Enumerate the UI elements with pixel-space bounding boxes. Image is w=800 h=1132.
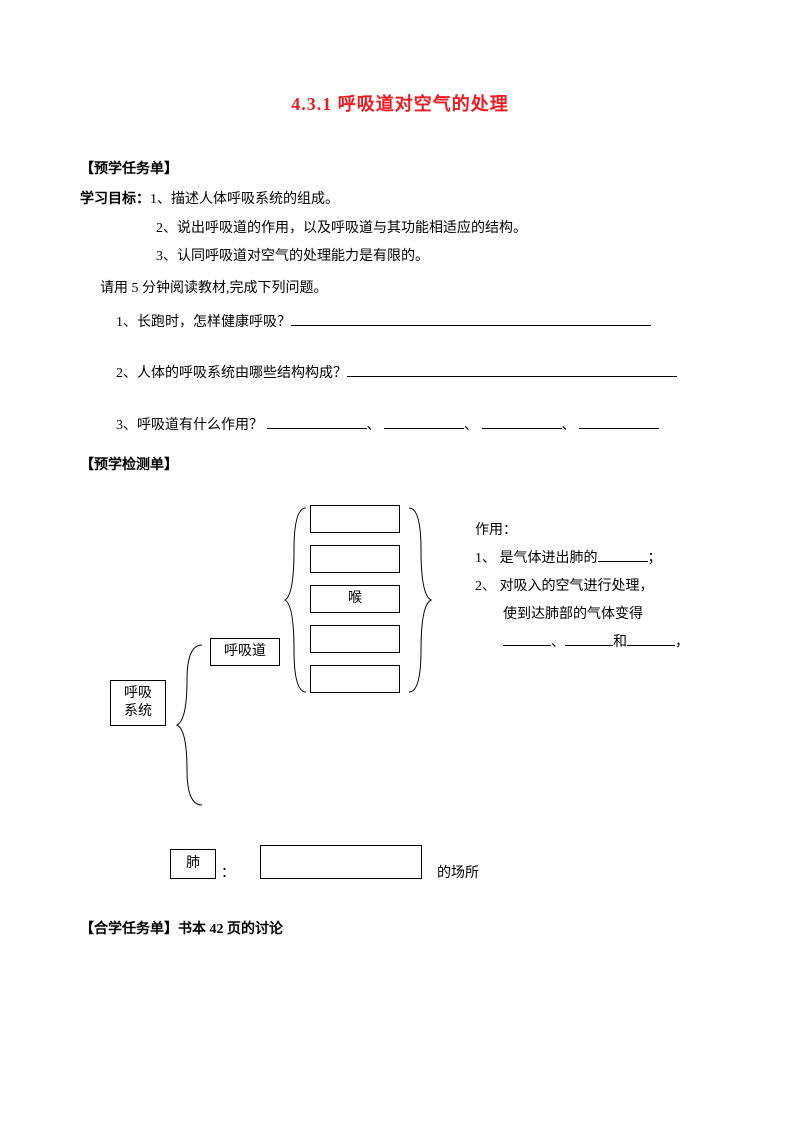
question-3: 3、呼吸道有什么作用？ 、 、 、 [80,414,720,437]
q3-blank-1[interactable] [267,414,367,429]
q2-text: 2、人体的呼吸系统由哪些结构构成？ [116,366,347,381]
q3-text: 3、呼吸道有什么作用？ [116,418,263,433]
tract-box-4[interactable] [310,625,400,653]
q3-blank-3[interactable] [482,414,562,429]
goals-label: 学习目标： [80,192,150,207]
func-blank-4[interactable] [627,631,675,646]
func-comma: ， [675,635,689,650]
func-1b: ； [648,551,662,566]
func-1a: 1、 是气体进出肺的 [475,551,598,566]
lung-row: 肺 ： 的场所 [80,845,720,879]
lung-colon: ： [221,863,235,885]
tract-box-1[interactable] [310,505,400,533]
brace-middle [282,505,312,695]
func-2: 2、 对吸入的空气进行处理， [475,573,705,601]
brace-left [172,640,212,810]
q3-blank-2[interactable] [384,414,464,429]
goal-3: 3、认同呼吸道对空气的处理能力是有限的。 [80,246,720,268]
q1-text: 1、长跑时，怎样健康呼吸？ [116,315,291,330]
tract-box-3: 喉 [310,585,400,613]
func-sep-2: 和 [613,635,627,650]
tract-box-5[interactable] [310,665,400,693]
worksheet-page: 4.3.1 呼吸道对空气的处理 【预学任务单】 学习目标：1、描述人体呼吸系统的… [0,0,800,990]
func-blank-1[interactable] [598,547,648,562]
func-3: 使到达肺部的气体变得 [475,601,705,629]
func-blank-2[interactable] [503,631,551,646]
brace-right [405,505,435,695]
box-respiratory-system: 呼吸 系统 [110,680,166,726]
page-title: 4.3.1 呼吸道对空气的处理 [80,90,720,119]
q1-blank[interactable] [291,311,651,326]
goal-2: 2、说出呼吸道的作用，以及呼吸道与其功能相适应的结构。 [80,218,720,240]
learning-goals: 学习目标：1、描述人体呼吸系统的组成。 2、说出呼吸道的作用，以及呼吸道与其功能… [80,189,720,268]
box-lung: 肺 [170,849,216,879]
lung-blank-box[interactable] [260,845,422,879]
concept-diagram: 呼吸 系统 呼吸道 喉 作用： 1、 是气体进出肺的 ； 2、 对吸入的空气进行处… [80,485,720,815]
box-respiratory-tract: 呼吸道 [210,638,280,666]
function-body: 1、 是气体进出肺的 ； 2、 对吸入的空气进行处理， 使到达肺部的气体变得 、 和… [475,545,705,657]
question-2: 2、人体的呼吸系统由哪些结构构成？ [80,362,720,385]
tract-box-2[interactable] [310,545,400,573]
func-blank-3[interactable] [565,631,613,646]
func-sep-1: 、 [551,635,565,650]
lung-suffix: 的场所 [437,863,479,885]
q2-blank[interactable] [347,362,677,377]
function-title: 作用： [475,517,705,545]
section-co-task: 【合学任务单】书本 42 页的讨论 [80,919,720,941]
q3-blank-4[interactable] [579,414,659,429]
instruction: 请用 5 分钟阅读教材,完成下列问题。 [80,278,720,300]
goal-1: 1、描述人体呼吸系统的组成。 [150,192,339,207]
section-pre-check: 【预学检测单】 [80,455,720,477]
section-pre-task: 【预学任务单】 [80,159,720,181]
question-1: 1、长跑时，怎样健康呼吸？ [80,311,720,334]
